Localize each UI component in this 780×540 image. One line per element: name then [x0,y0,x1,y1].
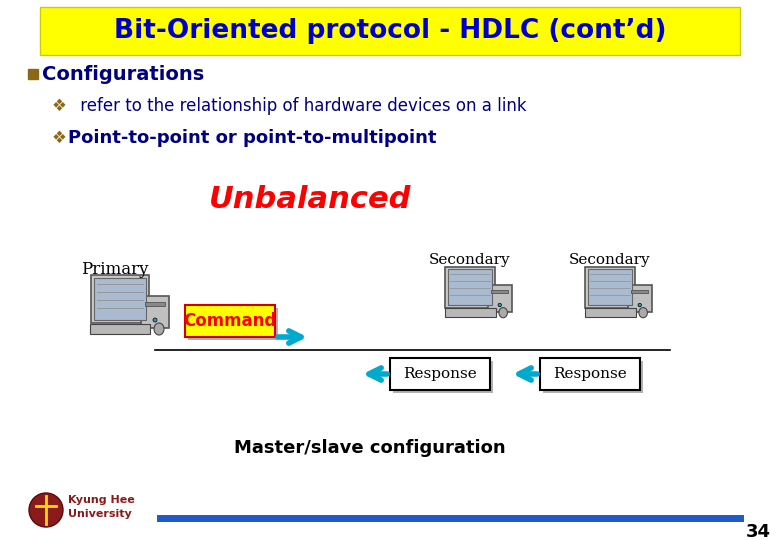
Bar [145,302,165,306]
Bar [584,308,636,317]
Bar [188,308,278,340]
Bar [185,305,275,337]
Text: 34: 34 [746,523,771,540]
Bar [94,278,146,320]
Bar [543,361,643,393]
Text: University: University [68,509,132,519]
Bar [393,361,493,393]
Bar [445,308,495,317]
Text: Response: Response [553,367,627,381]
Bar [588,269,632,305]
Circle shape [29,493,63,527]
Text: Unbalanced: Unbalanced [209,186,411,214]
Text: Command: Command [183,312,277,330]
Text: Primary: Primary [81,261,149,279]
Text: Secondary: Secondary [429,253,511,267]
Text: Secondary: Secondary [569,253,651,267]
Text: Kyung Hee: Kyung Hee [68,495,135,505]
Circle shape [153,318,157,322]
Circle shape [638,303,641,307]
Bar [141,296,169,328]
Circle shape [498,303,502,307]
Bar [40,7,740,55]
Bar [28,69,38,79]
Bar [585,267,635,308]
Bar [390,358,490,390]
Text: Point-to-point or point-to-multipoint: Point-to-point or point-to-multipoint [68,129,437,147]
Text: refer to the relationship of hardware devices on a link: refer to the relationship of hardware de… [75,97,526,115]
Ellipse shape [499,308,508,318]
Bar [445,267,495,308]
Bar [628,285,651,312]
Text: Master/slave configuration: Master/slave configuration [234,439,505,457]
Text: Configurations: Configurations [42,64,204,84]
Text: Response: Response [403,367,477,381]
Text: ❖: ❖ [52,97,67,115]
Ellipse shape [639,308,647,318]
Bar [631,289,648,293]
Bar [448,269,492,305]
Text: ❖: ❖ [52,129,67,147]
Bar [488,285,512,312]
Bar [491,289,509,293]
Text: Bit-Oriented protocol - HDLC (cont’d): Bit-Oriented protocol - HDLC (cont’d) [114,18,666,44]
Bar [91,275,149,323]
Ellipse shape [154,323,164,335]
Bar [90,324,150,334]
Bar [540,358,640,390]
